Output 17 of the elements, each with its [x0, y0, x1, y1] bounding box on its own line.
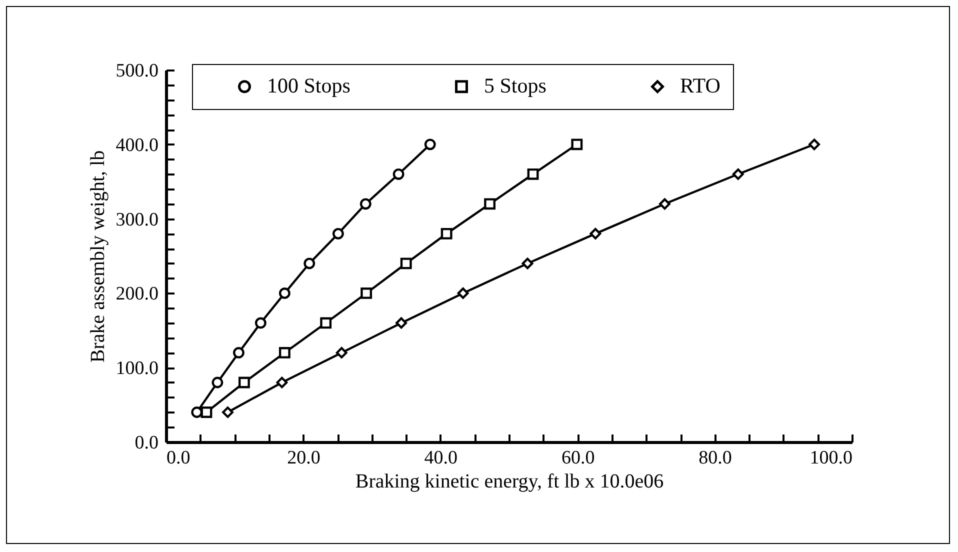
x-tick-label: 40.0: [424, 448, 458, 468]
legend-label: 100 Stops: [267, 74, 350, 98]
y-axis-title: Brake assembly weight, lb: [86, 150, 109, 363]
y-tick-label: 200.0: [116, 284, 158, 305]
x-axis-title: Braking kinetic energy, ft lb x 10.0e06: [355, 470, 664, 492]
x-tick-label: 60.0: [561, 448, 595, 468]
y-tick-label: 400.0: [116, 134, 158, 156]
legend-label: RTO: [680, 74, 720, 98]
x-tick-label: 80.0: [698, 448, 732, 468]
x-tick-label: 100.0: [810, 448, 852, 468]
y-tick-label: 500.0: [116, 60, 158, 82]
x-tick-label: 0.0: [166, 448, 190, 468]
legend-label: 5 Stops: [484, 74, 546, 98]
y-tick-label: 100.0: [116, 358, 158, 380]
y-tick-label: 0.0: [134, 432, 158, 454]
x-tick-label: 20.0: [287, 448, 320, 468]
y-tick-label: 300.0: [116, 209, 158, 230]
